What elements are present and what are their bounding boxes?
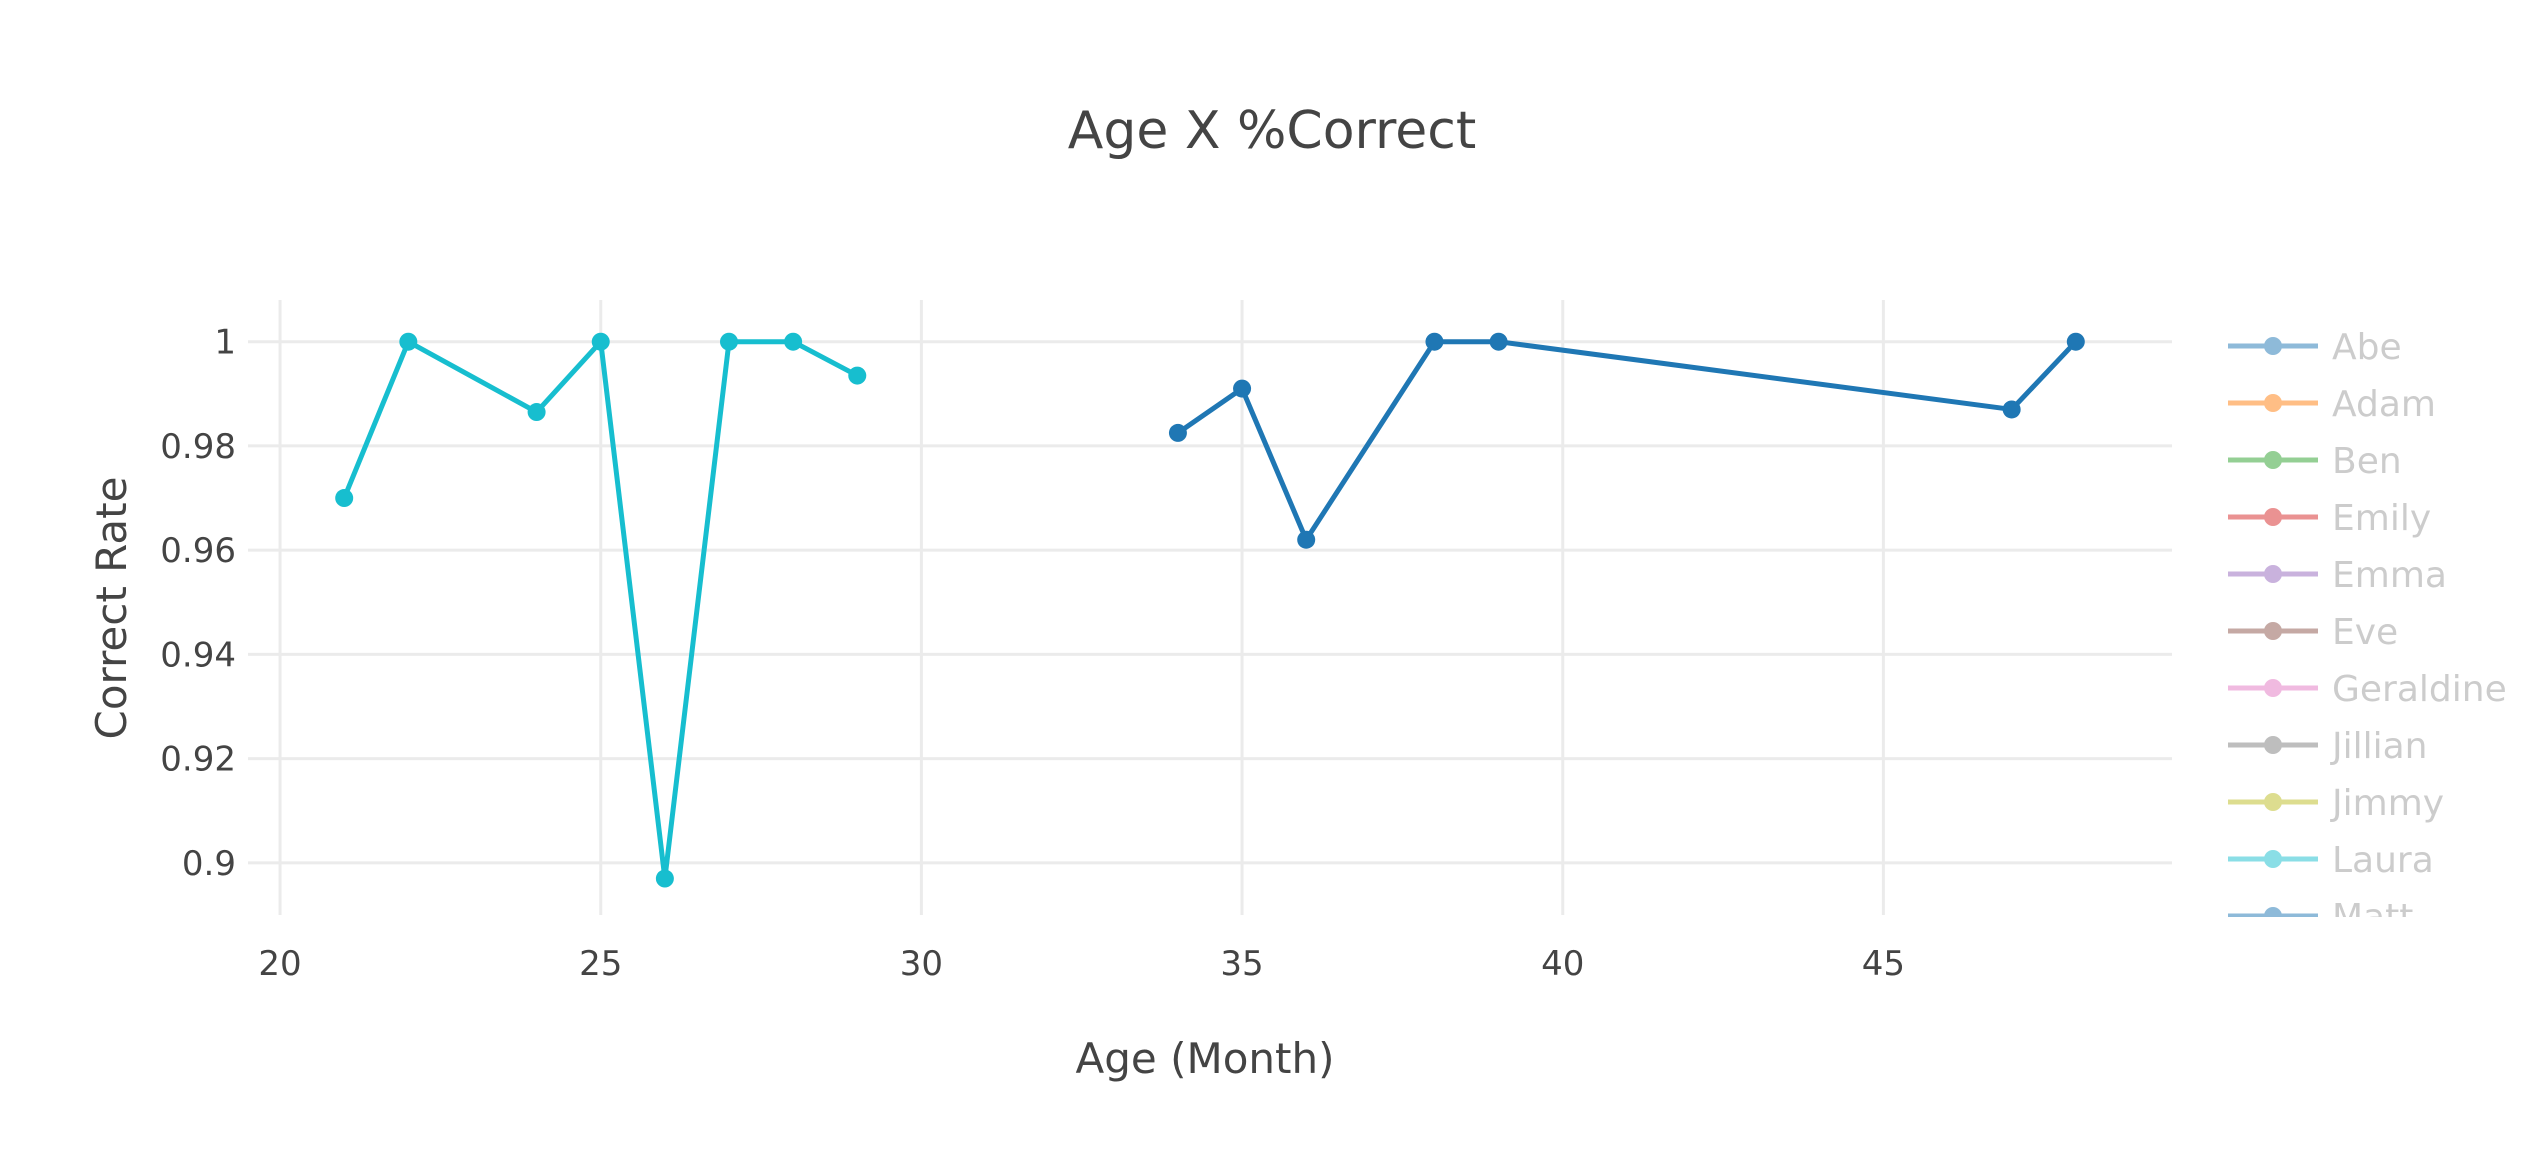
series-matt [1168,332,2085,549]
series-laura [335,332,867,888]
y-tick-label: 0.98 [160,427,236,467]
legend-item-emma[interactable]: Emma [2228,555,2447,596]
legend-swatch-marker [2264,451,2282,469]
data-point[interactable] [2002,400,2021,419]
x-tick-label: 40 [1541,944,1584,984]
x-axis-ticks: 20 25 30 35 40 45 [258,944,1905,984]
plot-series [335,332,2085,888]
legend-item-laura[interactable]: Laura [2228,840,2434,881]
legend-swatch-marker [2264,622,2282,640]
legend-label: Jillian [2330,726,2428,767]
chart-title: Age X %Correct [1068,101,1476,161]
x-tick-label: 20 [258,944,301,984]
data-point[interactable] [1233,379,1252,398]
legend-label: Emma [2332,555,2447,596]
data-point[interactable] [527,403,546,422]
y-tick-label: 0.92 [160,740,236,780]
data-point[interactable] [784,332,803,351]
legend-swatch-marker [2264,508,2282,526]
data-point[interactable] [2066,332,2085,351]
y-tick-label: 0.94 [160,635,236,675]
legend-item-ben[interactable]: Ben [2228,441,2402,482]
legend-swatch-marker [2264,850,2282,868]
data-point[interactable] [1297,530,1316,549]
y-tick-label: 0.9 [182,844,236,884]
legend-item-adam[interactable]: Adam [2228,384,2436,425]
legend-item-jimmy[interactable]: Jimmy [2228,783,2444,824]
data-point[interactable] [655,869,674,888]
legend-label: Laura [2332,840,2434,881]
data-point[interactable] [1168,423,1187,442]
legend-item-jillian[interactable]: Jillian [2228,726,2428,767]
legend-label: Ben [2332,441,2402,482]
legend-item-matt[interactable]: Matt [2228,897,2413,938]
legend-swatch-marker [2264,736,2282,754]
legend-swatch-marker [2264,679,2282,697]
legend-swatch-marker [2264,565,2282,583]
series-line [1175,339,2079,543]
data-point[interactable] [720,332,738,351]
data-point[interactable] [1425,332,1444,351]
legend-swatch-marker [2264,907,2282,917]
x-axis-title: Age (Month) [1076,1034,1335,1083]
data-point[interactable] [1489,332,1508,351]
legend-item-geraldine[interactable]: Geraldine [2228,669,2507,710]
data-point[interactable] [335,489,354,508]
data-point[interactable] [848,366,867,385]
legend-label: Eve [2332,612,2398,653]
data-point[interactable] [591,332,610,351]
legend-label: Adam [2332,384,2436,425]
x-tick-label: 45 [1862,944,1905,984]
legend[interactable]: Abe Adam Ben Emily Emma Eve Geraldine Jillian Ji… [2228,327,2507,938]
legend-item-eve[interactable]: Eve [2228,612,2398,653]
legend-swatch-marker [2264,337,2282,355]
legend-item-abe[interactable]: Abe [2228,327,2402,368]
legend-item-emily[interactable]: Emily [2228,498,2431,539]
y-tick-label: 1 [214,323,236,363]
grid [248,300,2172,915]
legend-swatch-marker [2264,793,2282,811]
y-tick-label: 0.96 [160,531,236,571]
y-axis-title: Correct Rate [87,477,136,740]
legend-label: Matt [2332,897,2413,938]
x-tick-label: 35 [1220,944,1263,984]
x-tick-label: 25 [579,944,622,984]
legend-label: Geraldine [2332,669,2507,710]
series-line [341,339,860,882]
legend-label: Abe [2332,327,2402,368]
data-point[interactable] [399,332,418,351]
legend-swatch-marker [2264,394,2282,412]
x-tick-label: 30 [900,944,943,984]
legend-label: Emily [2332,498,2431,539]
legend-label: Jimmy [2330,783,2444,824]
y-axis-ticks: 0.9 0.92 0.94 0.96 0.98 1 [160,323,236,884]
